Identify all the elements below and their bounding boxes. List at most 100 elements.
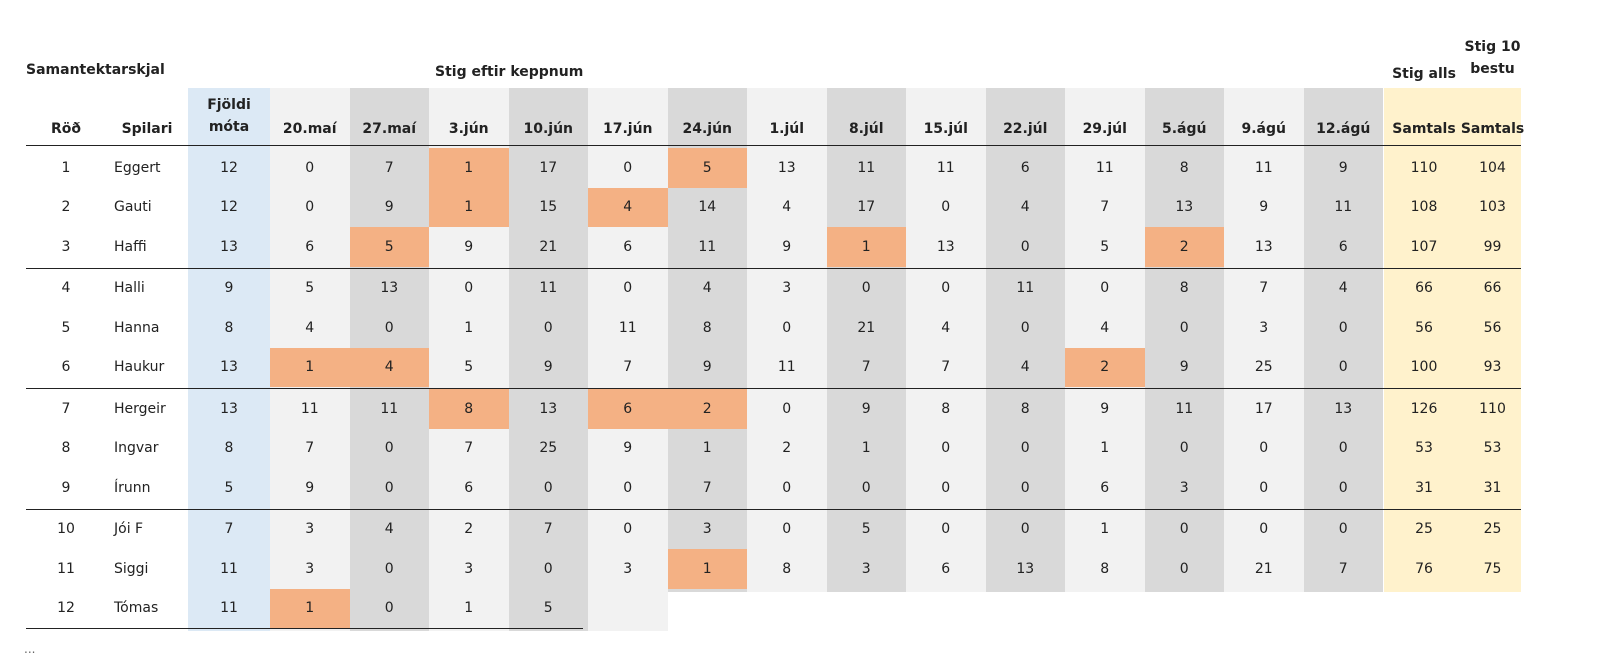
score-cell: 0 <box>384 479 394 496</box>
score-cell: 2 <box>782 440 792 457</box>
score-cell: 4 <box>384 521 394 538</box>
score-cell: 8 <box>782 560 792 577</box>
player-name-cell: Jói F <box>114 521 144 538</box>
rank-cell: 3 <box>61 238 71 255</box>
score-cell: 0 <box>543 479 553 496</box>
score-cell: 2 <box>1100 359 1110 376</box>
score-cell: 8 <box>1020 400 1030 417</box>
player-name-cell: Tómas <box>114 600 159 617</box>
score-cell: 9 <box>861 400 871 417</box>
date-header: 5.ágú <box>1162 121 1207 137</box>
score-cell: 0 <box>1259 521 1269 538</box>
rank-cell: 9 <box>61 479 71 496</box>
player-name-cell: Hanna <box>114 319 160 336</box>
score-cell: 0 <box>305 159 315 176</box>
score-cell: 11 <box>380 400 399 417</box>
date-header: 22.júl <box>1003 121 1048 137</box>
score-cell: 21 <box>539 238 558 255</box>
rank-cell: 1 <box>61 159 71 176</box>
score-cell: 1 <box>464 199 474 216</box>
score-cell: 6 <box>623 238 633 255</box>
player-header: Spilari <box>121 121 173 137</box>
group-divider <box>26 508 1521 510</box>
rank-cell: 4 <box>61 280 71 297</box>
score-cell: 0 <box>1179 440 1189 457</box>
score-cell: 25 <box>1254 359 1273 376</box>
score-cell: 8 <box>464 400 474 417</box>
score-cell: 9 <box>1100 400 1110 417</box>
score-cell: 8 <box>702 319 712 336</box>
lowest-score-highlight <box>667 389 747 429</box>
date-header: 9.ágú <box>1241 121 1287 137</box>
events-count-cell: 13 <box>220 359 238 376</box>
score-cell: 9 <box>384 199 394 216</box>
group-divider <box>26 388 1521 389</box>
score-cell: 9 <box>1179 359 1189 376</box>
score-cell: 0 <box>1338 479 1348 496</box>
table-bottom-line <box>26 628 583 629</box>
score-cell: 7 <box>1338 560 1348 577</box>
player-name-cell: Hergeir <box>114 400 166 417</box>
score-cell: 4 <box>1020 359 1030 376</box>
score-cell: 25 <box>539 440 558 457</box>
score-cell: 2 <box>464 521 474 538</box>
rank-cell: 5 <box>61 319 71 336</box>
score-cell: 15 <box>539 199 558 216</box>
score-cell: 7 <box>305 440 315 457</box>
score-cell: 11 <box>300 400 319 417</box>
player-name-cell: Ingvar <box>114 440 159 457</box>
best-cell: 104 <box>1479 159 1506 176</box>
player-name-cell: Haukur <box>114 359 165 376</box>
score-cell: 1 <box>464 159 474 176</box>
score-cell: 5 <box>861 521 871 538</box>
events-count-cell: 11 <box>220 600 238 617</box>
score-cell: 0 <box>782 319 792 336</box>
score-cell: 7 <box>861 359 871 376</box>
score-cell: 0 <box>623 479 633 496</box>
score-cell: 0 <box>1338 359 1348 376</box>
score-cell: 4 <box>1020 199 1030 216</box>
best-sub-header: Samtals <box>1460 121 1525 137</box>
score-cell: 0 <box>543 560 553 577</box>
score-cell: 3 <box>1179 479 1189 496</box>
score-cell: 1 <box>861 238 871 255</box>
date-column-bg <box>508 88 588 631</box>
score-cell: 4 <box>623 199 633 216</box>
score-cell: 6 <box>1020 159 1030 176</box>
best-cell: 31 <box>1483 479 1502 496</box>
score-cell: 11 <box>1254 159 1273 176</box>
score-cell: 6 <box>1338 238 1348 255</box>
score-cell: 21 <box>1254 560 1273 577</box>
lowest-score-highlight <box>429 148 509 188</box>
rank-cell: 8 <box>61 440 71 457</box>
date-header: 20.maí <box>282 121 337 137</box>
best-header-line1: Stig 10 <box>1464 39 1521 55</box>
rank-cell: 2 <box>61 199 71 216</box>
lowest-score-highlight <box>588 187 668 227</box>
lowest-score-highlight <box>826 227 906 267</box>
score-cell: 5 <box>305 280 315 297</box>
date-column-bg <box>1224 88 1304 592</box>
best-cell: 75 <box>1483 560 1502 577</box>
score-cell: 0 <box>623 280 633 297</box>
score-cell: 4 <box>305 319 315 336</box>
score-cell: 0 <box>305 199 315 216</box>
date-header: 27.maí <box>362 121 417 137</box>
score-cell: 0 <box>384 600 394 617</box>
score-cell: 0 <box>1020 440 1030 457</box>
score-cell: 0 <box>1259 440 1269 457</box>
count-header-line2: móta <box>208 119 250 135</box>
score-cell: 11 <box>1175 400 1194 417</box>
rank-cell: 6 <box>61 359 71 376</box>
player-name-cell: Gauti <box>114 199 152 216</box>
score-cell: 6 <box>623 400 633 417</box>
score-cell: 0 <box>941 479 951 496</box>
events-count-cell: 13 <box>220 400 238 417</box>
score-cell: 0 <box>464 280 474 297</box>
lowest-score-highlight <box>588 389 668 429</box>
date-header: 8.júl <box>848 121 884 137</box>
score-cell: 3 <box>305 560 315 577</box>
rank-cell: 7 <box>61 400 71 417</box>
total-cell: 66 <box>1415 280 1433 297</box>
date-header: 3.jún <box>448 121 489 137</box>
